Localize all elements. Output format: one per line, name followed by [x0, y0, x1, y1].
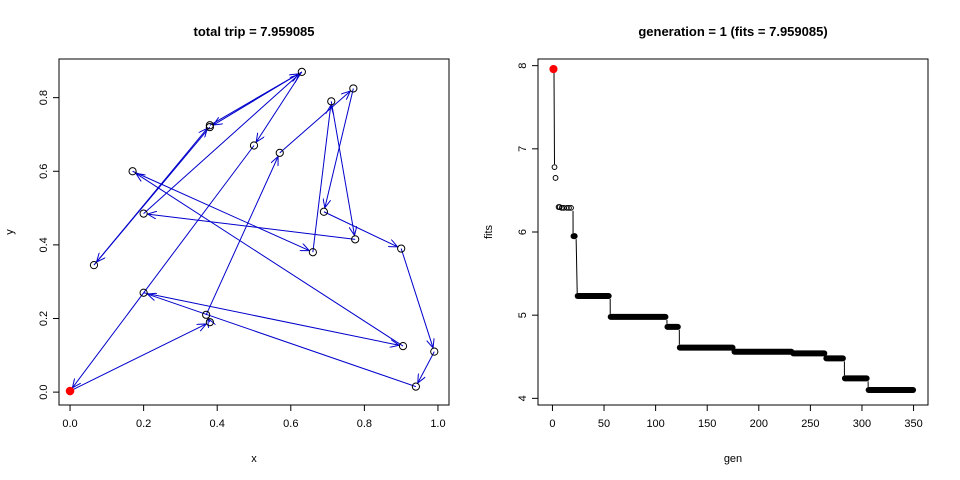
city-point — [249, 141, 259, 150]
city-point — [139, 288, 148, 297]
route-plot-y-tick-label: 0.8 — [38, 90, 50, 105]
fitness-point — [552, 175, 559, 181]
route-plot-y-tick-label: 0.6 — [38, 164, 50, 179]
city-point — [202, 310, 211, 319]
fitness-plateau — [823, 355, 846, 362]
route-plot-x-tick-label: 0.0 — [62, 418, 77, 430]
route-plot-title: total trip = 7.959085 — [193, 24, 314, 39]
city-point — [297, 67, 306, 76]
route-plot-y-tick-label: 0.4 — [38, 237, 50, 252]
route-arrow — [418, 351, 435, 383]
fitness-plateau — [676, 344, 736, 351]
route-plot-x-tick-label: 0.2 — [136, 418, 151, 430]
fitness-plot-y-tick-label: 6 — [517, 229, 529, 235]
fitness-plateau — [570, 233, 578, 240]
fitness-plateau — [790, 350, 828, 357]
city-point — [327, 97, 336, 106]
route-arrow — [330, 101, 354, 235]
route-arrow — [147, 294, 417, 388]
fitness-point — [568, 204, 574, 211]
route-arrow — [136, 173, 404, 347]
city-point — [89, 261, 99, 270]
route-path — [69, 71, 435, 392]
fitness-plot-x-tick-label: 50 — [598, 418, 610, 430]
city-point — [430, 347, 439, 356]
route-plot-x-tick-label: 0.6 — [283, 418, 298, 430]
fitness-plot-panel: generation = 1 (fits = 7.959085) 0 50 100 1… — [483, 24, 929, 465]
fitness-plateau — [664, 323, 681, 330]
route-plot-y-tick-label: 0.0 — [38, 384, 50, 399]
route-plot-x-tick-label: 0.4 — [210, 418, 225, 430]
route-arrow — [72, 145, 255, 388]
route-arrow — [323, 211, 398, 247]
fitness-plot-x-tick-label: 0 — [549, 418, 555, 430]
fitness-plot-y-axis: 4 5 6 7 8 — [517, 63, 539, 401]
route-plot-y-label: y — [4, 229, 16, 235]
route-arrow — [205, 157, 278, 316]
route-arrow — [256, 71, 303, 142]
fitness-plot-x-tick-label: 350 — [904, 418, 922, 430]
fitness-connector — [553, 69, 556, 165]
fitness-points — [549, 64, 917, 394]
route-plot-panel: total trip = 7.959085 0.0 0.2 0.4 0.6 0.8 1.0… — [4, 24, 450, 465]
route-arrow — [69, 324, 206, 392]
fitness-plot-y-tick-label: 8 — [517, 63, 529, 69]
route-cities — [65, 67, 439, 396]
start-city-point — [65, 386, 75, 396]
route-arrow — [148, 214, 356, 240]
city-point — [128, 167, 137, 176]
city-point — [411, 382, 420, 391]
fitness-plot-y-tick-label: 5 — [517, 312, 529, 318]
fitness-plateau — [607, 313, 669, 320]
city-point — [397, 244, 406, 253]
fitness-plot-x-label: gen — [724, 453, 742, 465]
city-point — [319, 207, 329, 216]
city-point — [349, 84, 358, 93]
fitness-point — [563, 204, 570, 211]
city-point — [205, 121, 214, 130]
route-plot-y-axis: 0.0 0.2 0.4 0.6 0.8 — [38, 90, 60, 400]
fitness-plot-x-tick-label: 250 — [801, 418, 819, 430]
route-arrow — [143, 75, 299, 214]
fitness-plot-y-tick-label: 4 — [517, 395, 529, 401]
fitness-plot-x-axis: 0 50 100 150 200 250 300 350 — [549, 404, 923, 430]
fitness-point — [551, 164, 558, 171]
route-arrow — [209, 74, 299, 126]
route-plot-y-tick-label: 0.2 — [38, 311, 50, 326]
fitness-point — [566, 204, 572, 211]
fitness-connector — [575, 239, 578, 294]
fitness-plateau — [865, 387, 917, 394]
route-arrow — [143, 292, 399, 346]
route-arrow — [132, 170, 310, 250]
fitness-plot-y-label: fits — [483, 224, 495, 239]
fitness-plot-x-tick-label: 100 — [646, 418, 664, 430]
city-point — [275, 148, 284, 157]
route-plot-x-label: x — [251, 453, 257, 465]
route-plot-frame — [58, 58, 450, 406]
fitness-plot-x-tick-label: 300 — [853, 418, 871, 430]
fitness-plateau — [841, 375, 870, 382]
route-plot-x-tick-label: 1.0 — [430, 418, 445, 430]
fitness-plateau — [574, 293, 612, 300]
city-point — [398, 342, 408, 351]
city-point — [205, 318, 214, 327]
fitness-plot-x-tick-label: 150 — [698, 418, 716, 430]
route-plot-x-tick-label: 0.8 — [357, 418, 372, 430]
fitness-plot-y-tick-label: 7 — [517, 146, 529, 152]
current-generation-point — [549, 64, 558, 74]
city-point — [351, 235, 360, 244]
fitness-plot-title: generation = 1 (fits = 7.959085) — [638, 24, 827, 39]
city-point — [139, 209, 148, 218]
route-arrow — [93, 128, 207, 266]
route-plot-x-axis: 0.0 0.2 0.4 0.6 0.8 1.0 — [62, 404, 446, 430]
fitness-plot-x-tick-label: 200 — [750, 418, 768, 430]
route-arrow — [312, 105, 331, 253]
city-point — [308, 248, 317, 257]
route-arrow — [279, 91, 351, 154]
fitness-plateau — [731, 348, 795, 355]
route-arrow — [400, 248, 433, 348]
